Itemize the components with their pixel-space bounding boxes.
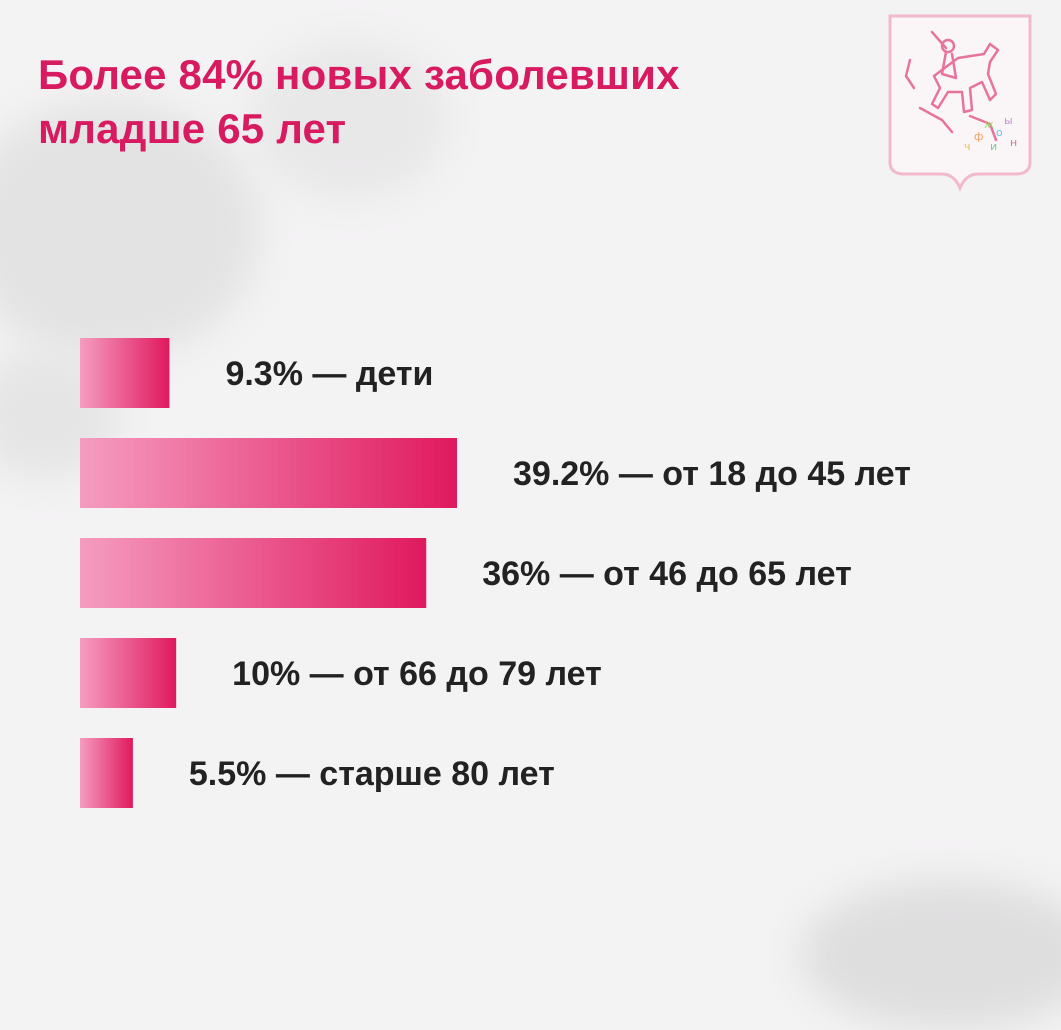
svg-text:ж: ж	[984, 118, 994, 131]
bar-3	[80, 538, 427, 608]
bar-4	[80, 638, 177, 708]
moscow-coat-of-arms-logo: ж о ф ы и ч н	[888, 14, 1032, 192]
bar-label-2: 39.2% — от 18 до 45 лет	[513, 455, 911, 493]
bar-label-5: 5.5% — старше 80 лет	[189, 755, 555, 793]
bar-2	[80, 438, 457, 508]
bar-label-3: 36% — от 46 до 65 лет	[482, 555, 852, 593]
bar-label-1: 9.3% — дети	[225, 355, 433, 393]
svg-text:ы: ы	[1004, 114, 1013, 127]
title-line-2: младше 65 лет	[38, 105, 347, 152]
svg-text:н: н	[1010, 136, 1017, 149]
svg-text:о: о	[996, 126, 1003, 139]
title-line-1: Более 84% новых заболевших	[38, 51, 680, 98]
bar-1	[80, 338, 170, 408]
bar-label-4: 10% — от 66 до 79 лет	[232, 655, 602, 693]
svg-text:и: и	[990, 140, 997, 153]
svg-text:ф: ф	[974, 130, 983, 143]
bar-5	[80, 738, 133, 808]
bar-chart: 9.3% — дети 39.2% — от 18 до 45 лет 36% — …	[80, 338, 911, 808]
svg-text:ч: ч	[964, 140, 971, 153]
chart-title: Более 84% новых заболевших младше 65 лет	[38, 48, 680, 156]
